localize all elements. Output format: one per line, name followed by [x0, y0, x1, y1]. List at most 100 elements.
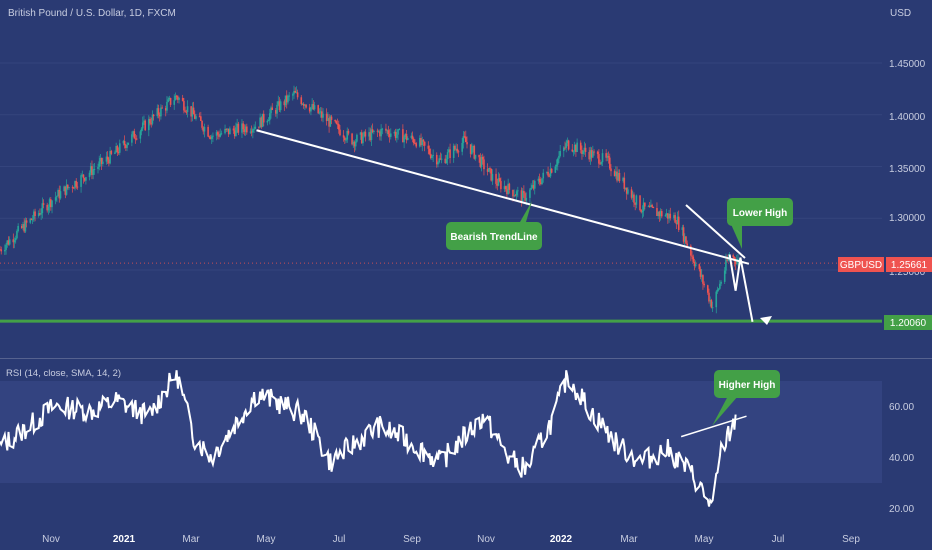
rsi-line[interactable]	[0, 370, 737, 507]
candle-body	[266, 120, 269, 123]
candle-body	[529, 189, 531, 198]
candle-body	[100, 157, 103, 164]
candle-body	[317, 105, 319, 114]
candle-body	[117, 151, 120, 153]
candle-body	[393, 131, 396, 134]
candle-body	[237, 123, 240, 133]
candle-body	[514, 195, 517, 197]
candle-body	[725, 259, 727, 271]
candle-body	[186, 106, 189, 113]
candle-body	[567, 140, 570, 150]
candle-body	[131, 134, 133, 143]
candle-body	[520, 190, 523, 202]
candle-body	[373, 130, 375, 133]
candle-body	[275, 110, 277, 114]
candle-body	[732, 255, 734, 258]
candle-body	[81, 174, 84, 176]
candle-body	[698, 264, 701, 270]
candle-body	[354, 141, 357, 147]
callout-higher-high[interactable]: Higher High	[712, 370, 780, 426]
candle-body	[30, 218, 33, 221]
candle-body	[173, 100, 176, 105]
candle-body	[498, 178, 501, 182]
candle-body	[500, 181, 502, 190]
candle-body	[345, 139, 347, 141]
candle-body	[253, 128, 255, 130]
candle-body	[449, 149, 451, 158]
candle-body	[50, 199, 52, 208]
candle-body	[210, 136, 213, 139]
candle-body	[487, 168, 490, 172]
candle-body	[99, 157, 102, 162]
candle-body	[236, 123, 238, 128]
candle-body	[422, 139, 425, 142]
candle-body	[439, 158, 442, 160]
candle-body	[134, 138, 137, 140]
candle-body	[198, 116, 201, 118]
candle-body	[363, 131, 365, 137]
candle-body	[404, 133, 407, 138]
candle-body	[681, 227, 684, 230]
candle-body	[29, 218, 32, 223]
candle-body	[683, 236, 686, 242]
candle-body	[63, 186, 65, 192]
rsi-divergence-line[interactable]	[680, 415, 747, 438]
candle-body	[229, 128, 231, 135]
candle-body	[160, 107, 162, 117]
candle-body	[582, 150, 584, 154]
callout-lower-high[interactable]: Lower High	[727, 198, 793, 249]
candle-body	[184, 110, 186, 112]
candle-body	[533, 180, 536, 189]
candle-body	[376, 130, 379, 132]
candle-body	[127, 142, 130, 145]
candle-body	[252, 129, 254, 133]
candle-body	[471, 146, 473, 154]
candle-body	[193, 114, 196, 119]
candle-body	[150, 123, 153, 125]
rsi-title: RSI (14, close, SMA, 14, 2)	[6, 368, 121, 379]
candle-body	[249, 131, 252, 133]
candle-body	[330, 116, 333, 120]
candle-body	[473, 146, 476, 159]
candle-body	[322, 113, 324, 118]
candle-body	[506, 189, 508, 195]
candle-body	[497, 178, 500, 186]
candle-body	[226, 128, 229, 130]
candle-body	[579, 142, 582, 150]
candle-body	[123, 140, 126, 145]
last-price-badge-label: 1.25661	[891, 260, 928, 271]
candle-body	[593, 151, 595, 153]
lower-high-line[interactable]	[685, 204, 746, 259]
candle-body	[648, 206, 651, 208]
candle-body	[644, 202, 646, 207]
candle-body	[547, 171, 549, 176]
candle-body	[344, 137, 346, 141]
candle-body	[339, 129, 341, 136]
candle-body	[675, 222, 678, 225]
candle-body	[437, 162, 439, 165]
candle-body	[508, 183, 511, 190]
candle-body	[185, 111, 188, 113]
projection-path[interactable]	[728, 254, 754, 322]
candle-body	[657, 211, 659, 216]
candle-body	[546, 171, 548, 173]
candle-body	[446, 152, 449, 160]
candle-body	[386, 130, 388, 132]
candle-body	[592, 151, 594, 158]
candle-body	[565, 143, 568, 148]
bearish-trendline[interactable]	[256, 129, 750, 265]
candle-body	[598, 154, 600, 164]
candle-body	[48, 199, 51, 207]
candle-body	[387, 130, 390, 135]
callout-bearish-trendline[interactable]: Bearish TrendLine	[446, 201, 542, 250]
candle-body	[414, 143, 416, 145]
candle-body	[235, 127, 237, 137]
candle-body	[158, 114, 161, 117]
candle-body	[59, 191, 62, 199]
callout-higher-high-label: Higher High	[719, 380, 776, 391]
callout-pointer	[712, 396, 738, 426]
candle-body	[736, 260, 738, 265]
candle-body	[148, 118, 150, 131]
candle-body	[396, 134, 398, 138]
